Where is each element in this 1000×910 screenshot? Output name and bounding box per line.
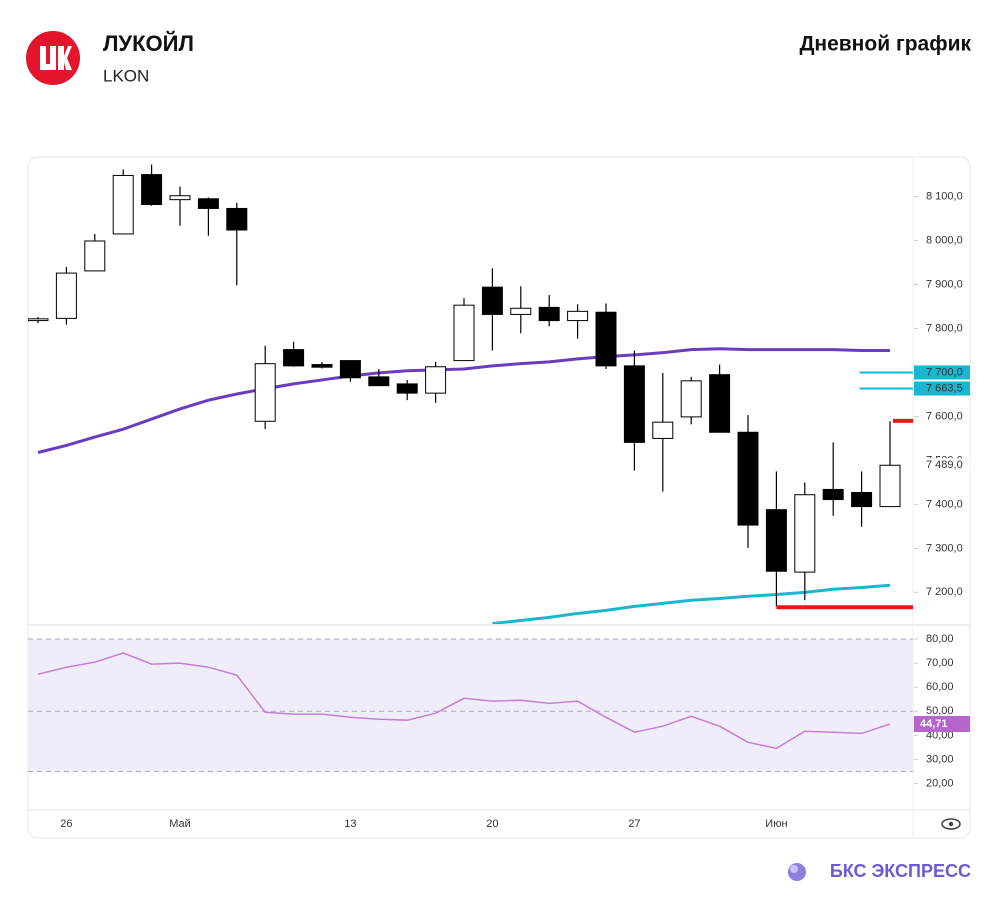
chart-label: Дневной график — [799, 33, 971, 56]
candle-body — [112, 174, 134, 235]
rsi-y-tick-label: 20,00 — [926, 777, 954, 789]
rsi-y-tick-label: 80,00 — [926, 633, 954, 645]
level-label-bg — [914, 365, 970, 380]
y-tick-label: 7 900,0 — [926, 278, 963, 290]
candle-body — [197, 198, 219, 209]
x-tick-label: 27 — [628, 818, 640, 830]
settings-icon[interactable] — [941, 818, 961, 830]
candle-body — [254, 363, 276, 422]
footer-brand: БКС ЭКСПРЕСС — [830, 861, 971, 881]
ticker: LKON — [103, 66, 149, 85]
candle-body — [226, 207, 248, 231]
rsi-y-tick-label: 60,00 — [926, 681, 954, 693]
y-tick-label: 7 800,0 — [926, 322, 963, 334]
moving-average — [37, 347, 890, 454]
candle-body — [709, 374, 731, 433]
candle-body — [595, 311, 617, 367]
candle-body — [396, 383, 418, 394]
candle-body — [794, 494, 816, 573]
rsi-value-label-bg — [914, 716, 970, 733]
y-tick-label: 8 000,0 — [926, 234, 963, 246]
candle-body — [567, 310, 589, 322]
level-label: 7 663,5 — [926, 382, 963, 394]
candle-body — [879, 464, 901, 508]
y-tick-label: 8 100,0 — [926, 190, 963, 202]
candle-body — [169, 195, 191, 201]
rsi-line — [37, 652, 891, 750]
candle-body — [339, 360, 361, 379]
moving-average — [492, 583, 891, 624]
candle-body — [55, 272, 77, 319]
overlay: 8 100,08 000,07 900,07 800,07 600,07 500… — [28, 190, 970, 830]
rsi-value-label: 44,71 — [920, 718, 948, 730]
x-tick-label: 26 — [60, 818, 72, 830]
candle-body — [141, 174, 163, 205]
rsi-y-tick-label: 70,00 — [926, 657, 954, 669]
rsi-band — [28, 639, 913, 772]
candle-body — [737, 431, 759, 526]
level-label: 7 700,0 — [926, 366, 963, 378]
price-pane — [28, 164, 901, 624]
candle-body — [425, 366, 447, 394]
candle-body — [765, 509, 787, 572]
rsi-y-tick-label: 50,00 — [926, 705, 954, 717]
title: ЛУКОЙЛ — [103, 31, 194, 56]
candle-body — [538, 306, 560, 322]
x-tick-label: 20 — [486, 818, 498, 830]
y-tick-label: 7 200,0 — [926, 586, 963, 598]
candle-body — [481, 286, 503, 315]
candle-body — [368, 376, 390, 387]
candle-body — [510, 307, 532, 315]
candle-body — [680, 380, 702, 418]
footer-logo — [788, 863, 806, 881]
level-label-bg — [914, 381, 970, 396]
candle-body — [851, 492, 873, 508]
y-tick-label: 7 600,0 — [926, 410, 963, 422]
y-tick-label: 7 300,0 — [926, 542, 963, 554]
candle-body — [652, 421, 674, 439]
candle-body — [28, 318, 49, 322]
plot-area: 8 100,08 000,07 900,07 800,07 600,07 500… — [28, 157, 970, 838]
logo — [26, 31, 80, 85]
rsi-y-tick-label: 30,00 — [926, 753, 954, 765]
candle-body — [822, 488, 844, 501]
y-tick-label: 7 400,0 — [926, 498, 963, 510]
x-tick-label: 13 — [344, 818, 356, 830]
candle-body — [623, 365, 645, 443]
last-price-bg — [914, 458, 970, 473]
rsi-y-tick-label: 40,00 — [926, 729, 954, 741]
candle-body — [84, 240, 106, 272]
x-tick-label: Июн — [765, 818, 787, 830]
candle-body — [283, 349, 305, 367]
candle-body — [453, 304, 475, 362]
last-price-label: 7 489,0 — [926, 459, 963, 471]
candle-body — [311, 364, 333, 368]
x-tick-label: Май — [169, 818, 191, 830]
